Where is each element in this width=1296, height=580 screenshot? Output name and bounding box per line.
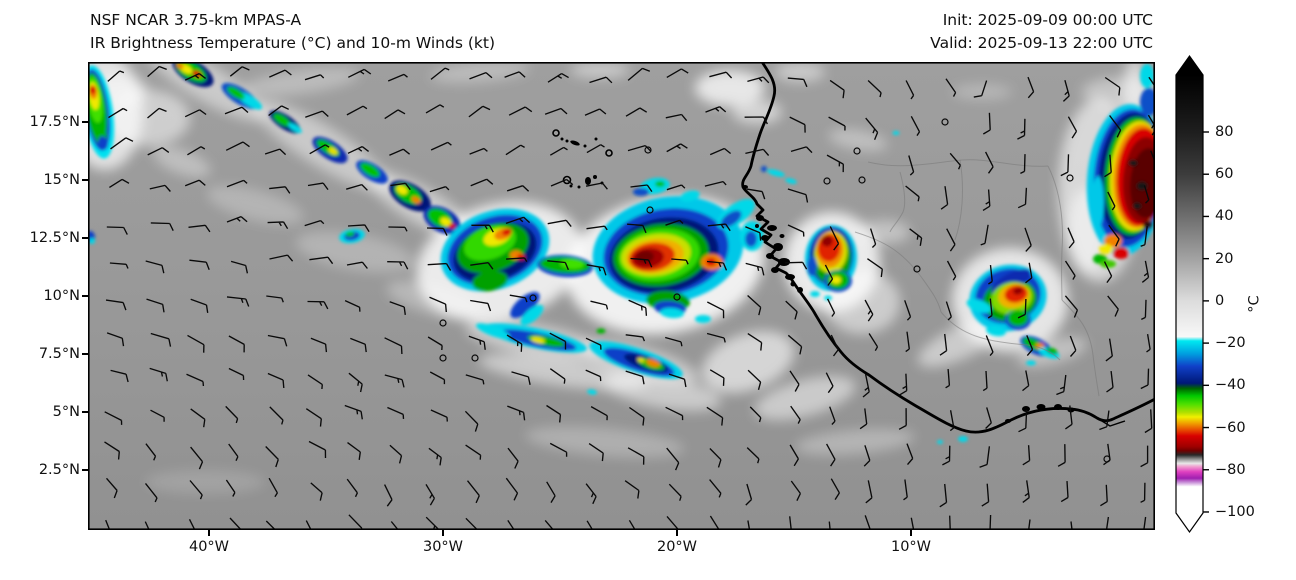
x-tick-mark: [208, 530, 210, 536]
diagonal-squall-band: [172, 62, 461, 235]
calm-wind-circle: [853, 147, 861, 155]
x-tick-mark: [676, 530, 678, 536]
calm-wind-circle: [913, 265, 921, 273]
x-tick-label: 20°W: [656, 539, 698, 555]
y-tick-label: 7.5°N: [38, 346, 80, 362]
calm-wind-circle: [941, 118, 949, 126]
calm-wind-circle: [823, 177, 831, 185]
y-tick-label: 17.5°N: [29, 114, 80, 130]
main-mcs-west-lobe: [440, 208, 593, 326]
init-time-label: Init: 2025-09-09 00:00 UTC: [942, 11, 1153, 29]
calm-wind-circle: [439, 319, 447, 327]
colorbar-tick-label: 0: [1215, 292, 1225, 309]
x-tick-label: 30°W: [422, 539, 464, 555]
calm-wind-circle: [439, 354, 447, 362]
model-title: NSF NCAR 3.75-km MPAS-A: [90, 11, 302, 29]
colorbar-tick-label: 80: [1215, 124, 1234, 140]
calm-wind-circle: [673, 293, 681, 301]
y-tick-mark: [82, 179, 88, 181]
colorbar-unit-label: °C: [1246, 295, 1263, 313]
calm-wind-circle: [644, 146, 652, 154]
valid-time-label: Valid: 2025-09-13 22:00 UTC: [930, 34, 1153, 52]
y-tick-mark: [82, 469, 88, 471]
y-tick-mark: [82, 295, 88, 297]
y-tick-mark: [82, 411, 88, 413]
arc-line-east: [587, 315, 711, 395]
coastline: [741, 62, 1155, 434]
giant-mcs-east-edge: [761, 64, 1155, 444]
colorbar-tick-label: 20: [1215, 250, 1234, 267]
colorbar-tick-label: −60: [1215, 419, 1246, 436]
calm-wind-circle: [1103, 455, 1111, 463]
arc-line-west: [475, 323, 587, 353]
plot-frame: [88, 62, 1155, 530]
main-mcs-east-lobe: [592, 177, 764, 319]
y-tick-mark: [82, 121, 88, 123]
calm-wind-circle: [471, 354, 479, 362]
map-canvas: [88, 62, 1155, 530]
cape-verde-islands: [552, 129, 613, 189]
small-cells-se: [1020, 335, 1060, 366]
y-tick-label: 15°N: [43, 172, 80, 188]
wind-barbs-layer: [104, 65, 1155, 530]
y-tick-label: 10°N: [43, 288, 80, 304]
colorbar-tick-label: 40: [1215, 208, 1234, 225]
colorbar-tick-label: −20: [1215, 335, 1246, 352]
y-tick-mark: [82, 237, 88, 239]
x-tick-label: 40°W: [188, 539, 230, 555]
colorbar-bar: [1175, 54, 1204, 534]
calm-wind-circle: [529, 294, 537, 302]
x-tick-mark: [910, 530, 912, 536]
y-tick-label: 12.5°N: [29, 230, 80, 246]
y-tick-label: 5°N: [52, 404, 80, 420]
x-tick-label: 10°W: [890, 539, 932, 555]
x-tick-mark: [442, 530, 444, 536]
colorbar-tick-label: −40: [1215, 377, 1246, 394]
colorbar-tick-label: −80: [1215, 461, 1246, 478]
y-tick-label: 2.5°N: [38, 462, 80, 478]
colorbar-tick-label: −100: [1215, 503, 1255, 520]
senegal-coast-mcs: [804, 225, 858, 301]
calm-wind-circle: [1066, 174, 1074, 182]
colorbar-tick-label: 60: [1215, 166, 1234, 183]
calm-wind-circle: [646, 206, 654, 214]
y-tick-mark: [82, 353, 88, 355]
calm-wind-circle: [858, 176, 866, 184]
product-title: IR Brightness Temperature (°C) and 10-m …: [90, 34, 495, 52]
mcs-left-edge: [88, 65, 115, 159]
convection-layer: [88, 62, 1155, 444]
small-cell-33w: [88, 228, 365, 244]
